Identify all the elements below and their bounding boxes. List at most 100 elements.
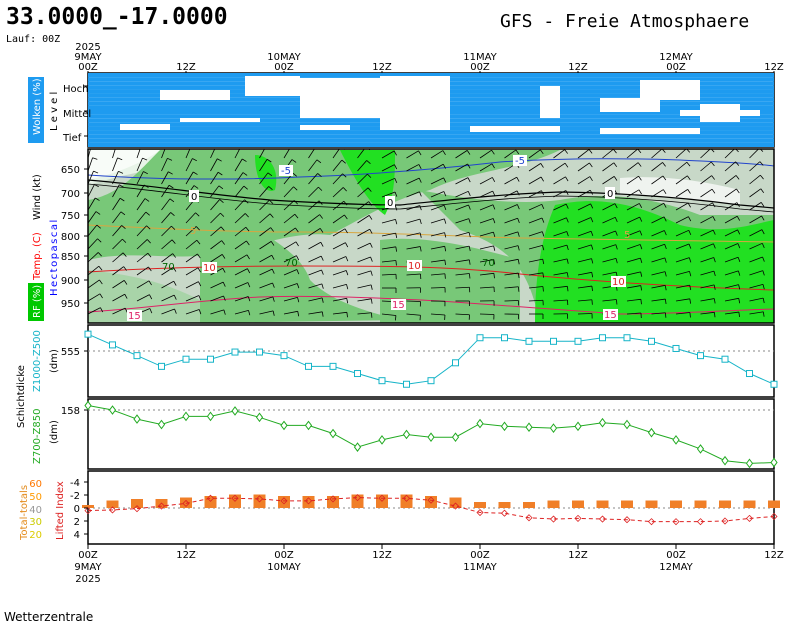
cloud-gap xyxy=(600,98,660,112)
top-tick-label: 00Z xyxy=(666,62,686,73)
wind-barb xyxy=(749,188,765,198)
wind-barb xyxy=(283,149,290,159)
wind-barb xyxy=(259,310,275,316)
wind-barb xyxy=(234,268,251,276)
z1000-point xyxy=(648,337,655,345)
pressure-tick-label: 950 xyxy=(61,299,80,310)
top-date-label: 12MAY xyxy=(659,52,693,63)
wind-barb xyxy=(430,177,447,185)
cloud-side-label: Wolken (%) xyxy=(32,78,43,135)
wind-barb xyxy=(381,191,398,198)
cloud-side-box xyxy=(28,77,44,143)
wind-barb xyxy=(308,149,321,159)
wind-barb xyxy=(504,231,520,237)
wind-barb xyxy=(430,163,447,172)
cloud-gap xyxy=(300,125,350,130)
wind-barb xyxy=(553,272,569,278)
wind-barb xyxy=(455,163,471,172)
wind-barb xyxy=(259,149,265,159)
wind-barb xyxy=(749,215,765,224)
z700-point xyxy=(745,458,754,469)
z700-point xyxy=(451,432,460,442)
wind-barb xyxy=(283,200,298,211)
wind-barb xyxy=(283,296,300,303)
top-tick-label: 12Z xyxy=(176,62,196,73)
cloud-gap xyxy=(245,76,300,96)
wind-barb xyxy=(88,265,103,276)
wind-barb xyxy=(430,273,446,279)
z700-point xyxy=(500,421,509,432)
wind-barb xyxy=(185,212,200,224)
wind-barb xyxy=(749,256,765,263)
z1000-point xyxy=(378,377,386,385)
z700-point xyxy=(329,428,337,439)
cloud-gap xyxy=(680,110,760,116)
isotherm-label-10-b: 10 xyxy=(408,261,421,272)
wind-barb xyxy=(626,271,643,277)
wind-barb xyxy=(234,309,251,316)
wind-barb xyxy=(259,241,275,250)
li-point xyxy=(647,518,656,526)
wind-barb xyxy=(504,245,520,251)
wind-barb xyxy=(724,284,741,290)
run-label: Lauf: 00Z xyxy=(6,34,60,45)
z700-series xyxy=(84,400,778,469)
z1000-point xyxy=(403,380,410,388)
tt-bar xyxy=(278,496,290,508)
wind-barb xyxy=(210,295,226,302)
tt-bar xyxy=(645,500,658,508)
wind-barb xyxy=(651,243,667,250)
wind-barb xyxy=(161,184,174,198)
tt-bar xyxy=(82,505,94,508)
wind-barb xyxy=(234,226,250,237)
wind-barb xyxy=(528,286,544,292)
cloud-row xyxy=(88,134,774,139)
wind-barb xyxy=(357,228,373,237)
wind-barb xyxy=(626,244,643,250)
wind-barb xyxy=(88,224,101,237)
wind-barb xyxy=(479,163,495,172)
bottom-date-label: 9MAY xyxy=(74,562,102,573)
z700-point xyxy=(84,400,92,411)
wind-barb xyxy=(161,253,177,263)
li-point xyxy=(378,494,386,502)
li-point xyxy=(525,514,533,522)
wind-barb xyxy=(651,312,667,318)
isotherm-label-0-b: 0 xyxy=(387,198,393,209)
wind-barb xyxy=(455,150,471,159)
z1000-point xyxy=(501,334,508,342)
wind-barb xyxy=(553,203,569,211)
wind-barb xyxy=(479,190,496,198)
wind-barb xyxy=(88,197,100,211)
isotherm-label-m5-a: -5 xyxy=(281,166,291,177)
wind-barb xyxy=(136,294,153,302)
wind-barb xyxy=(88,238,102,250)
wind-barb xyxy=(283,186,298,198)
pressure-tick-label: 750 xyxy=(61,211,80,222)
wind-barb xyxy=(308,311,324,317)
wind-barb xyxy=(308,159,322,172)
bottom-tick-label: 12Z xyxy=(568,550,588,561)
wind-barb xyxy=(259,199,274,211)
wind-barb xyxy=(381,246,398,252)
wind-barb xyxy=(112,211,126,224)
wind-barb xyxy=(651,162,666,172)
wind-barb xyxy=(528,163,544,172)
cloud-level-label: L e v e l xyxy=(49,92,60,131)
wind-barb xyxy=(773,300,774,301)
wind-barb xyxy=(357,187,372,198)
top-tick-label: 12Z xyxy=(568,62,588,73)
li-point xyxy=(402,494,411,502)
wind-barb xyxy=(749,311,765,317)
wind-barb xyxy=(553,149,569,159)
z700-point xyxy=(598,417,607,428)
wind-barb xyxy=(553,217,569,224)
wind-barb xyxy=(675,298,692,304)
li-tick-label: -4 xyxy=(70,478,80,489)
wind-barb xyxy=(406,218,422,225)
bottom-year-label: 2025 xyxy=(75,574,100,585)
wind-barb xyxy=(161,308,177,315)
pressure-axis: 650 700 750 800 850 900 950 xyxy=(61,165,88,310)
wind-barb xyxy=(136,211,150,224)
